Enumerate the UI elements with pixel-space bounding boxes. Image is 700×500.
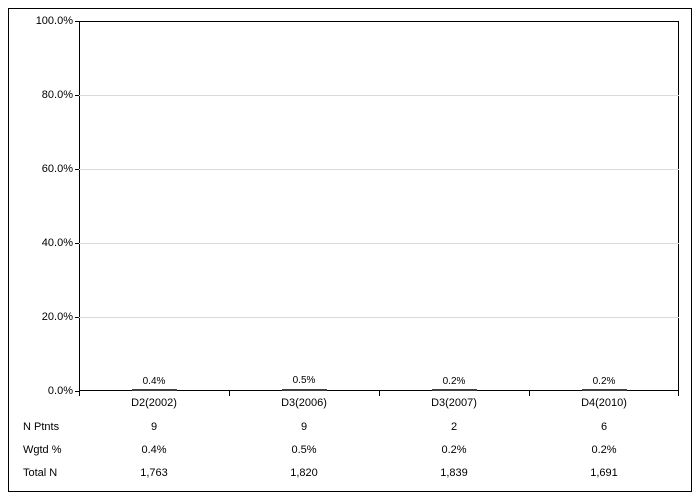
bar (282, 389, 327, 391)
x-category-label: D3(2006) (281, 397, 327, 409)
bar (582, 389, 627, 391)
y-tick-label: 100.0% (13, 15, 73, 27)
x-tick-mark (678, 391, 679, 396)
bar-value-label: 0.2% (593, 376, 616, 387)
data-row-label: Wgtd % (23, 444, 77, 456)
data-row-value: 0.4% (141, 444, 166, 456)
bars-container (79, 21, 679, 391)
x-tick-mark (79, 391, 80, 396)
chart-frame: 0.0% 20.0% 40.0% 60.0% 80.0% 100.0% 0.4%… (8, 8, 692, 492)
data-row-value: 2 (451, 421, 457, 433)
data-row-value: 1,839 (440, 467, 468, 479)
bar (132, 389, 177, 391)
data-row-value: 1,763 (140, 467, 168, 479)
x-category-label: D2(2002) (131, 397, 177, 409)
data-row-value: 6 (601, 421, 607, 433)
data-row-label: N Ptnts (23, 421, 77, 433)
x-tick-mark (529, 391, 530, 396)
bar-value-label: 0.2% (443, 376, 466, 387)
data-row-value: 1,820 (290, 467, 318, 479)
data-row-value: 0.2% (441, 444, 466, 456)
x-tick-mark (379, 391, 380, 396)
bar (432, 389, 477, 391)
data-row-value: 9 (151, 421, 157, 433)
bar-value-label: 0.5% (293, 375, 316, 386)
x-category-label: D3(2007) (431, 397, 477, 409)
y-tick-label: 0.0% (13, 385, 73, 397)
data-row-value: 1,691 (590, 467, 618, 479)
x-category-label: D4(2010) (581, 397, 627, 409)
data-row-value: 0.5% (291, 444, 316, 456)
y-tick-label: 80.0% (13, 89, 73, 101)
data-row-value: 0.2% (591, 444, 616, 456)
y-tick-label: 20.0% (13, 311, 73, 323)
bar-value-label: 0.4% (143, 376, 166, 387)
y-tick-label: 60.0% (13, 163, 73, 175)
y-tick-label: 40.0% (13, 237, 73, 249)
data-row-value: 9 (301, 421, 307, 433)
x-tick-mark (229, 391, 230, 396)
data-row-label: Total N (23, 467, 77, 479)
